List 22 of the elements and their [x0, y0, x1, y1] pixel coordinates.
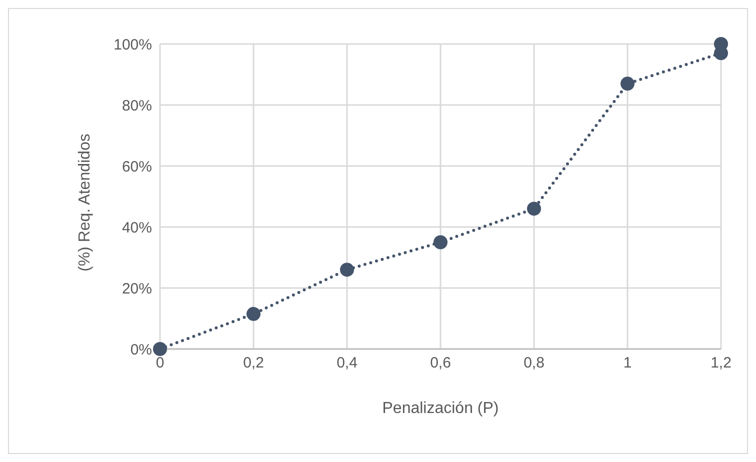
point	[153, 342, 167, 356]
point	[620, 76, 634, 91]
x-tick-label: 0,8	[524, 354, 544, 372]
y-tick-label: 20%	[122, 280, 152, 298]
x-tick-label: 1,2	[710, 354, 732, 372]
y-tick-label: 0%	[130, 341, 152, 358]
y-tick-label: 60%	[122, 158, 152, 176]
y-tick-label: 80%	[122, 97, 152, 114]
point	[527, 202, 541, 216]
x-tick-label: 1	[623, 354, 632, 372]
point	[434, 235, 448, 250]
y-tick-label: 100%	[114, 36, 152, 54]
point	[340, 262, 354, 277]
point	[246, 306, 260, 321]
x-tick-label: 0,6	[430, 354, 451, 372]
x-tick-label: 0	[156, 354, 164, 372]
x-tick-label: 0,2	[243, 354, 264, 372]
x-tick-label: 0,4	[336, 354, 358, 372]
x-axis-title: Penalización (P)	[382, 400, 499, 417]
y-axis-title: (%) Req. Atendidos	[76, 134, 94, 272]
point	[714, 37, 728, 51]
y-tick-label: 40%	[122, 219, 152, 236]
